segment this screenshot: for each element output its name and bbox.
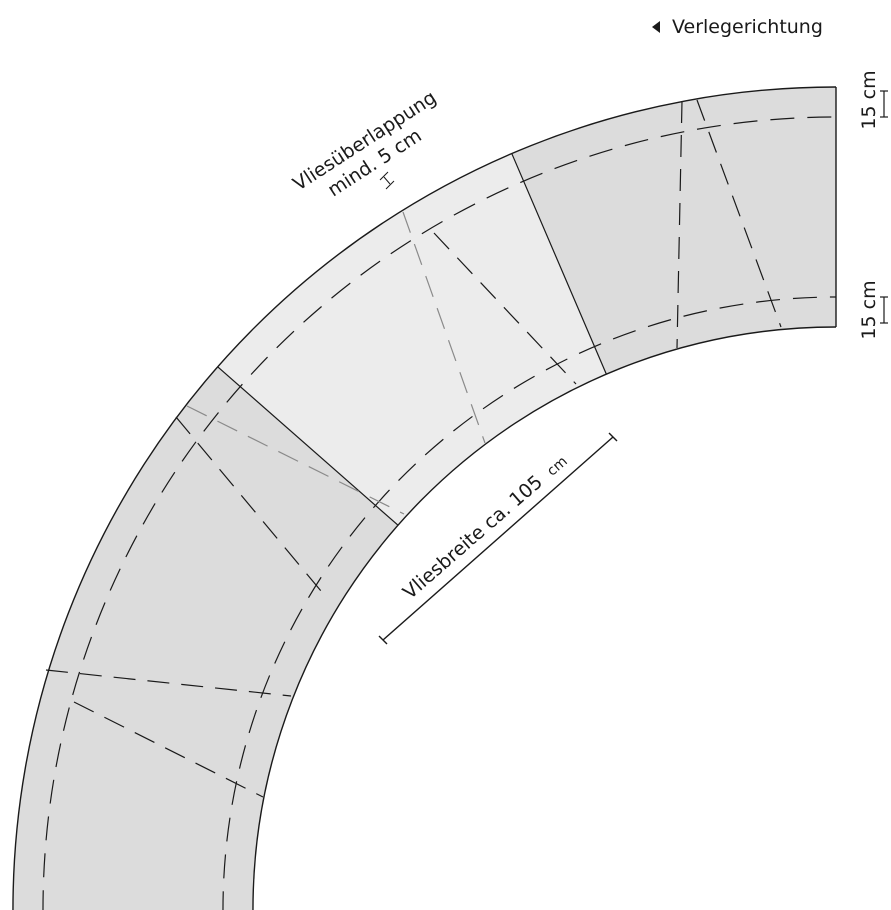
edge-dimension-bottom	[880, 296, 888, 324]
seam-line	[217, 366, 399, 526]
fleece-strip-middle	[217, 153, 607, 526]
seam-line	[511, 153, 607, 375]
fleece-seams	[45, 99, 782, 798]
seam-dashed	[696, 99, 782, 328]
seam-dashed	[45, 669, 292, 697]
overlap-dimension-tick	[379, 171, 395, 190]
fleece-strip-right	[511, 87, 836, 375]
fleece-strip-left	[13, 366, 398, 910]
seam-dashed-gray	[186, 405, 405, 515]
seam-dashed-gray	[402, 211, 486, 444]
outer-edge-line	[12, 86, 837, 910]
seam-dashed	[433, 232, 577, 385]
seam-dashed	[175, 416, 327, 598]
seam-dashed	[73, 701, 264, 798]
edge-label-bottom: 15 cm	[858, 280, 880, 339]
edge-label-top: 15 cm	[858, 70, 880, 129]
seam-dashed	[676, 100, 683, 349]
inner-edge-line	[252, 326, 837, 910]
offset-line-outer	[42, 116, 837, 910]
triangle-left-icon	[652, 21, 660, 33]
legend: Verlegerichtung	[652, 14, 823, 40]
offset-line-inner	[222, 296, 837, 910]
fleece-width-dimension	[378, 432, 618, 645]
legend-direction-label: Verlegerichtung	[672, 16, 823, 38]
edge-dimension-top	[880, 90, 888, 118]
fleece-width-unit: cm	[544, 453, 571, 479]
